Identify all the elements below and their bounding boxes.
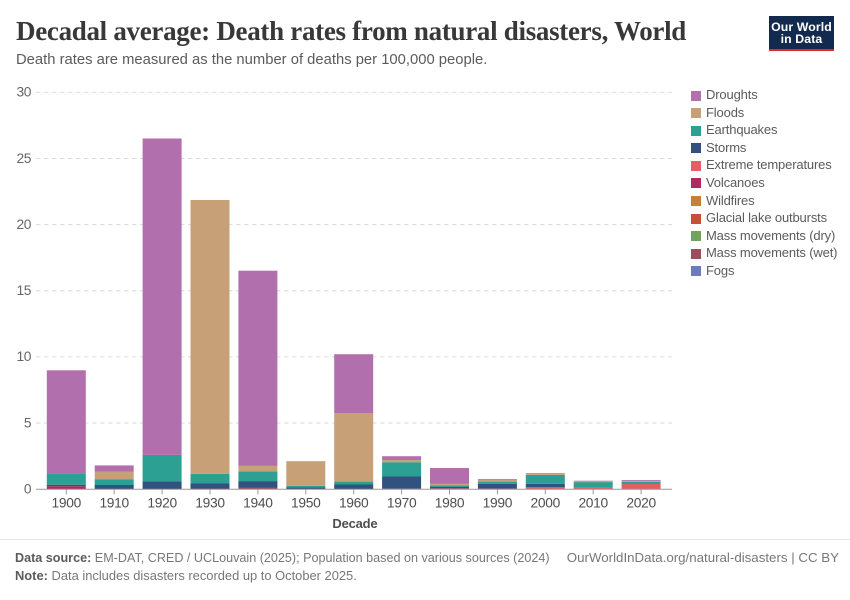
svg-text:10: 10 — [16, 349, 31, 364]
svg-text:1970: 1970 — [387, 496, 417, 511]
svg-text:1940: 1940 — [243, 496, 273, 511]
svg-text:15: 15 — [16, 283, 31, 298]
svg-text:1900: 1900 — [52, 496, 82, 511]
svg-text:25: 25 — [16, 151, 31, 166]
svg-text:1910: 1910 — [99, 496, 129, 511]
svg-text:5: 5 — [24, 415, 32, 430]
svg-text:1950: 1950 — [291, 496, 321, 511]
svg-text:2020: 2020 — [626, 496, 656, 511]
svg-text:1930: 1930 — [195, 496, 225, 511]
svg-text:1960: 1960 — [339, 496, 369, 511]
svg-text:1990: 1990 — [483, 496, 513, 511]
svg-text:1920: 1920 — [147, 496, 177, 511]
svg-text:30: 30 — [16, 85, 31, 100]
svg-text:2010: 2010 — [578, 496, 608, 511]
svg-text:2000: 2000 — [531, 496, 561, 511]
svg-text:1980: 1980 — [435, 496, 465, 511]
svg-text:0: 0 — [24, 482, 32, 497]
svg-text:20: 20 — [16, 217, 31, 232]
